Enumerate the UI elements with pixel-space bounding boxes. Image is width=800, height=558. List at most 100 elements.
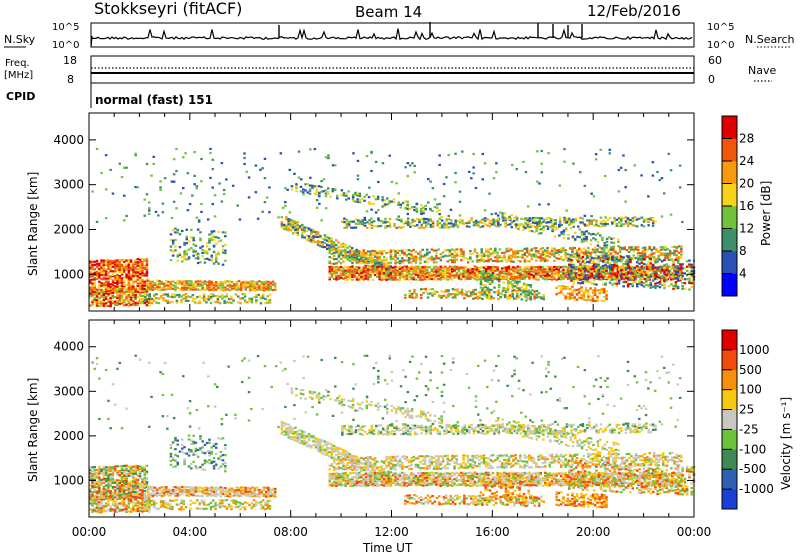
heatmap-cell: [535, 254, 538, 256]
heatmap-cell: [358, 261, 361, 263]
heatmap-cell: [372, 268, 375, 270]
heatmap-cell: [540, 248, 543, 250]
heatmap-cell: [519, 260, 522, 262]
heatmap-cell: [451, 253, 454, 255]
heatmap-cell: [659, 281, 662, 283]
heatmap-cell: [346, 223, 349, 225]
heatmap-cell: [98, 297, 101, 299]
heatmap-cell: [576, 236, 579, 238]
heatmap-cell: [456, 266, 459, 268]
heatmap-cell: [228, 298, 231, 300]
heatmap-cell: [604, 277, 607, 279]
heatmap-cell: [470, 219, 473, 221]
heatmap-cell: [381, 277, 384, 279]
heatmap-cell: [338, 266, 341, 268]
heatmap-cell: [183, 242, 186, 244]
heatmap-cell: [487, 255, 490, 257]
heatmap-cell: [146, 260, 149, 262]
heatmap-cell: [180, 192, 183, 194]
heatmap-cell: [213, 251, 216, 253]
heatmap-cell: [579, 221, 582, 223]
heatmap-cell: [465, 274, 468, 276]
heatmap-cell: [664, 252, 667, 254]
heatmap-cell: [467, 276, 470, 278]
heatmap-cell: [544, 256, 547, 258]
heatmap-cell: [489, 220, 492, 222]
heatmap-cell: [430, 224, 433, 226]
heatmap-cell: [94, 482, 97, 484]
heatmap-cell: [317, 242, 320, 244]
heatmap-cell: [537, 279, 540, 281]
heatmap-cell: [471, 271, 474, 273]
heatmap-cell: [195, 285, 198, 287]
heatmap-cell: [580, 289, 583, 291]
heatmap-cell: [139, 281, 142, 283]
heatmap-cell: [261, 167, 264, 169]
nsearch-tick-top: 10^5: [707, 22, 734, 33]
heatmap-cell: [629, 261, 632, 263]
heatmap-cell: [94, 466, 97, 468]
heatmap-cell: [352, 221, 355, 223]
heatmap-cell: [619, 272, 622, 274]
heatmap-cell: [497, 220, 500, 222]
heatmap-cell: [309, 148, 312, 150]
heatmap-cell: [141, 274, 144, 276]
heatmap-cell: [179, 246, 182, 248]
heatmap-cell: [401, 260, 404, 262]
heatmap-cell: [105, 466, 108, 468]
heatmap-cell: [412, 270, 415, 272]
heatmap-cell: [388, 277, 391, 279]
heatmap-cell: [125, 167, 128, 169]
heatmap-cell: [312, 235, 315, 237]
heatmap-cell: [611, 268, 614, 270]
heatmap-cell: [603, 251, 606, 253]
heatmap-cell: [531, 225, 534, 227]
heatmap-cell: [265, 285, 268, 287]
heatmap-cell: [526, 271, 529, 273]
heatmap-cell: [109, 262, 112, 264]
heatmap-cell: [599, 251, 602, 253]
heatmap-cell: [520, 218, 523, 220]
heatmap-cell: [98, 468, 101, 470]
heatmap-cell: [125, 290, 128, 292]
heatmap-cell: [199, 247, 202, 249]
heatmap-cell: [577, 280, 580, 282]
heatmap-cell: [352, 194, 355, 196]
heatmap-cell: [569, 247, 572, 249]
heatmap-cell: [248, 196, 251, 198]
heatmap-cell: [671, 246, 674, 248]
heatmap-cell: [477, 296, 480, 298]
heatmap-cell: [473, 221, 476, 223]
heatmap-cell: [132, 292, 135, 294]
heatmap-cell: [426, 259, 429, 261]
heatmap-cell: [479, 297, 482, 299]
heatmap-cell: [208, 287, 211, 289]
heatmap-cell: [440, 274, 443, 276]
heatmap-cell: [356, 256, 359, 258]
heatmap-cell: [373, 220, 376, 222]
heatmap-cell: [505, 266, 508, 268]
heatmap-cell: [604, 258, 607, 260]
heatmap-cell: [107, 278, 110, 280]
heatmap-cell: [651, 249, 654, 251]
heatmap-cell: [489, 289, 492, 291]
heatmap-cell: [163, 283, 166, 285]
heatmap-cell: [406, 201, 409, 203]
heatmap-cell: [620, 223, 623, 225]
heatmap-cell: [360, 276, 363, 278]
heatmap-cell: [328, 237, 331, 239]
heatmap-cell: [564, 288, 567, 290]
heatmap-cell: [652, 175, 655, 177]
heatmap-cell: [508, 250, 511, 252]
heatmap-cell: [230, 298, 233, 300]
heatmap-cell: [297, 234, 300, 236]
heatmap-cell: [109, 473, 112, 475]
colorbar-swatch: [722, 229, 737, 252]
heatmap-cell: [340, 270, 343, 272]
heatmap-cell: [587, 295, 590, 297]
heatmap-cell: [656, 260, 659, 262]
heatmap-cell: [367, 266, 370, 268]
heatmap-cell: [105, 305, 108, 307]
heatmap-cell: [417, 253, 420, 255]
heatmap-cell: [410, 276, 413, 278]
